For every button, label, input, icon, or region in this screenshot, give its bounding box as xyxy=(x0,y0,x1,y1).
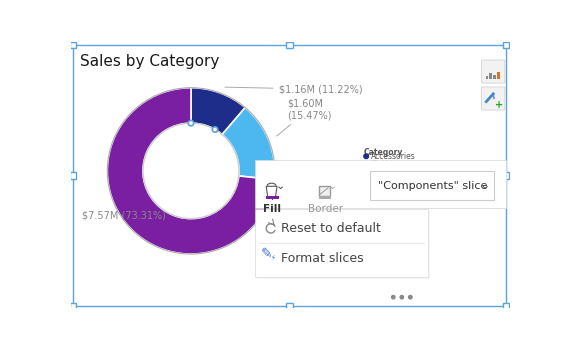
FancyBboxPatch shape xyxy=(257,211,430,279)
Wedge shape xyxy=(222,108,274,180)
Circle shape xyxy=(270,187,275,192)
FancyBboxPatch shape xyxy=(286,42,293,48)
FancyBboxPatch shape xyxy=(370,171,494,200)
Circle shape xyxy=(212,127,218,132)
FancyBboxPatch shape xyxy=(255,209,428,277)
Text: Sales by Category: Sales by Category xyxy=(80,54,219,69)
Text: ⚡: ⚡ xyxy=(270,254,275,261)
Text: ⌄: ⌄ xyxy=(480,179,490,192)
Text: $1.16M (11.22%): $1.16M (11.22%) xyxy=(225,84,362,94)
Circle shape xyxy=(409,295,412,299)
FancyBboxPatch shape xyxy=(319,195,331,199)
FancyBboxPatch shape xyxy=(493,75,496,79)
FancyBboxPatch shape xyxy=(489,73,492,79)
FancyBboxPatch shape xyxy=(481,87,505,110)
Circle shape xyxy=(272,161,277,166)
Circle shape xyxy=(400,295,404,299)
Text: ⌄: ⌄ xyxy=(276,181,285,191)
FancyBboxPatch shape xyxy=(502,302,509,309)
FancyBboxPatch shape xyxy=(485,76,488,79)
Text: $7.57M (73.31%): $7.57M (73.31%) xyxy=(82,210,166,220)
FancyBboxPatch shape xyxy=(257,162,507,209)
Text: Category: Category xyxy=(364,148,403,157)
Text: ⌄: ⌄ xyxy=(328,181,337,191)
FancyBboxPatch shape xyxy=(70,302,77,309)
Wedge shape xyxy=(191,88,246,135)
FancyBboxPatch shape xyxy=(70,42,77,48)
FancyBboxPatch shape xyxy=(497,72,500,79)
Text: Accessories: Accessories xyxy=(371,152,416,161)
FancyBboxPatch shape xyxy=(70,172,77,179)
FancyBboxPatch shape xyxy=(502,172,509,179)
Circle shape xyxy=(188,120,194,126)
Text: "Components" slice: "Components" slice xyxy=(378,181,487,191)
Text: Format slices: Format slices xyxy=(281,252,363,265)
Circle shape xyxy=(364,162,369,167)
Circle shape xyxy=(364,154,369,158)
Text: +: + xyxy=(496,100,503,110)
Text: $1.60M
(15.47%): $1.60M (15.47%) xyxy=(277,99,332,136)
FancyBboxPatch shape xyxy=(266,195,278,199)
FancyBboxPatch shape xyxy=(502,42,509,48)
FancyBboxPatch shape xyxy=(255,160,506,208)
FancyBboxPatch shape xyxy=(286,302,293,309)
Wedge shape xyxy=(107,88,274,254)
Text: Clothing: Clothing xyxy=(371,160,403,169)
Text: Reset to default: Reset to default xyxy=(281,222,381,235)
FancyBboxPatch shape xyxy=(481,60,505,83)
FancyBboxPatch shape xyxy=(319,186,330,195)
Circle shape xyxy=(392,295,395,299)
Text: ✎: ✎ xyxy=(260,247,272,261)
Text: Fill: Fill xyxy=(264,204,281,214)
Text: Border: Border xyxy=(307,204,342,214)
